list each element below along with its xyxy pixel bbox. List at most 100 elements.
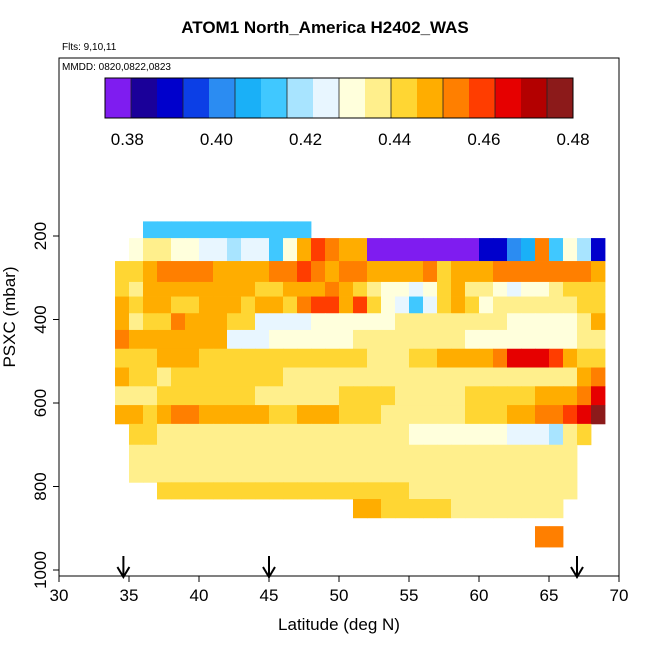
heatmap-cell	[437, 261, 452, 283]
heatmap-cell	[311, 367, 326, 387]
heatmap-cell	[395, 329, 410, 350]
heatmap-cell	[171, 482, 186, 500]
heatmap-cell	[129, 296, 144, 314]
heatmap-cell	[255, 348, 270, 368]
heatmap-cell	[129, 329, 144, 350]
heatmap-cell	[535, 296, 550, 314]
heatmap-cell	[157, 238, 172, 262]
heatmap-cell	[437, 238, 452, 262]
heatmap-cell	[241, 261, 256, 283]
heatmap-cell	[493, 296, 508, 314]
x-tick-label: 65	[540, 586, 559, 605]
heatmap-cell	[157, 444, 172, 464]
heatmap-cell	[171, 444, 186, 464]
heatmap-cell	[283, 281, 298, 297]
heatmap-cell	[353, 499, 368, 519]
heatmap-cell	[521, 386, 536, 406]
colorbar-swatch	[495, 78, 522, 118]
heatmap-cell	[577, 348, 592, 368]
heatmap-cell	[577, 405, 592, 425]
heatmap-cell	[423, 281, 438, 297]
heatmap-cell	[185, 423, 200, 446]
y-tick-label: 1000	[31, 551, 50, 589]
y-axis: 200 400 600 800 1000	[31, 222, 59, 589]
heatmap-cell	[381, 444, 396, 464]
heatmap-cell	[283, 348, 298, 368]
heatmap-cell	[437, 463, 452, 483]
heatmap-cell	[213, 405, 228, 425]
heatmap-cell	[297, 367, 312, 387]
heatmap-cell	[381, 296, 396, 314]
heatmap-cell	[213, 313, 228, 331]
heatmap-cell	[157, 405, 172, 425]
heatmap-cell	[269, 386, 284, 406]
heatmap-cell	[395, 482, 410, 500]
heatmap-cell	[325, 329, 340, 350]
heatmap-cell	[339, 296, 354, 314]
heatmap-cell	[115, 261, 130, 283]
heatmap-cell	[311, 348, 326, 368]
heatmap-cell	[171, 281, 186, 297]
heatmap-cell	[185, 463, 200, 483]
heatmap-cell	[143, 367, 158, 387]
heatmap-cell	[479, 444, 494, 464]
heatmap-cell	[437, 313, 452, 331]
heatmap-cell	[395, 367, 410, 387]
colorbar-swatch	[287, 78, 314, 118]
heatmap-cell	[255, 444, 270, 464]
heatmap-cell	[493, 348, 508, 368]
heatmap-cell	[395, 281, 410, 297]
heatmap-cell	[493, 238, 508, 262]
heatmap-cell	[493, 313, 508, 331]
heatmap-cell	[507, 261, 522, 283]
heatmap-cell	[479, 261, 494, 283]
colorbar-swatch	[105, 78, 132, 118]
heatmap-cell	[157, 329, 172, 350]
heatmap-cell	[451, 405, 466, 425]
heatmap-cell	[437, 348, 452, 368]
heatmap-cell	[227, 367, 242, 387]
heatmap-cell	[339, 329, 354, 350]
heatmap-cell	[297, 482, 312, 500]
heatmap-cell	[269, 423, 284, 446]
colorbar-swatch	[469, 78, 496, 118]
mmdd-label: MMDD: 0820,0822,0823	[62, 62, 171, 73]
heatmap-cell	[185, 444, 200, 464]
heatmap-cell	[507, 405, 522, 425]
heatmap-cell	[493, 367, 508, 387]
heatmap-cell	[563, 261, 578, 283]
heatmap-cell	[325, 386, 340, 406]
heatmap-cell	[297, 386, 312, 406]
heatmap-cell	[199, 221, 214, 239]
colorbar-swatch	[313, 78, 340, 118]
heatmap-cell	[115, 281, 130, 297]
heatmap-cell	[115, 313, 130, 331]
heatmap-cell	[353, 405, 368, 425]
heatmap-cell	[241, 281, 256, 297]
heatmap-cell	[535, 261, 550, 283]
heatmap-cell	[423, 329, 438, 350]
heatmap-cell	[563, 386, 578, 406]
heatmap-cell	[437, 499, 452, 519]
heatmap-cell	[535, 367, 550, 387]
heatmap-cell	[213, 423, 228, 446]
heatmap-cell	[213, 238, 228, 262]
heatmap-cell	[521, 348, 536, 368]
heatmap-cell	[283, 405, 298, 425]
heatmap-cell	[367, 444, 382, 464]
colorbar-swatch	[261, 78, 288, 118]
heatmap-cell	[381, 463, 396, 483]
heatmap-cell	[367, 313, 382, 331]
heatmap-cell	[535, 329, 550, 350]
heatmap-cell	[507, 482, 522, 500]
heatmap-cell	[381, 313, 396, 331]
heatmap-cell	[283, 313, 298, 331]
flight-arrow-head	[116, 566, 131, 579]
heatmap-cell	[157, 482, 172, 500]
heatmap-cell	[311, 296, 326, 314]
heatmap-cell	[465, 482, 480, 500]
heatmap-cell	[311, 423, 326, 446]
heatmap-cell	[507, 444, 522, 464]
colorbar-swatch	[365, 78, 392, 118]
heatmap-cell	[381, 386, 396, 406]
